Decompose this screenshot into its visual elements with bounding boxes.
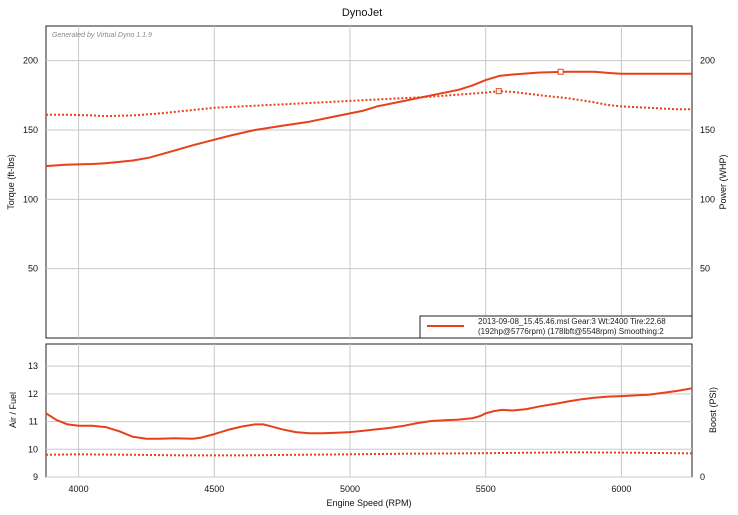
x-tick-label: 5000	[340, 484, 360, 494]
top-panel-series	[45, 68, 692, 168]
top-y-tick-label: 150	[23, 125, 38, 135]
power-axis-title: Power (WHP)	[718, 154, 728, 209]
bottom-panel	[45, 343, 693, 478]
bottom-y-tick-label: 9	[33, 472, 38, 482]
legend: 2013-09-08_15.45.46.msl Gear:3 Wt:2400 T…	[419, 315, 693, 339]
top-series-dotted-line	[46, 90, 692, 118]
bottom-panel-ticks: 9 10 11 12 13 0	[28, 361, 705, 482]
top-panel	[45, 25, 693, 339]
x-tick-label: 4500	[204, 484, 224, 494]
bottom-series-solid-line	[45, 387, 693, 440]
top-y-tick-label: 200	[23, 56, 38, 66]
top-peak-marker	[495, 88, 502, 95]
legend-box	[419, 315, 693, 339]
x-axis-ticks: 4000 4500 5000 5500 6000	[69, 484, 632, 494]
afr-axis-title: Air / Fuel	[8, 392, 18, 428]
x-tick-label: 6000	[611, 484, 631, 494]
legend-line-2: (192hp@5776rpm) (178lbft@5548rpm) Smooth…	[478, 327, 664, 336]
watermark: Generated by Virtual Dyno 1.1.9	[52, 32, 152, 39]
top-y-tick-label: 100	[23, 194, 38, 204]
x-tick-label: 5500	[476, 484, 496, 494]
x-tick-label: 4000	[69, 484, 89, 494]
bottom-y-tick-label: 12	[28, 389, 38, 399]
top-series-solid-line	[45, 70, 692, 168]
bottom-y-tick-label: 10	[28, 444, 38, 454]
top-panel-ticks: 50 100 150 200 50 100 150 200	[23, 56, 715, 274]
bottom-panel-series	[45, 387, 693, 457]
bottom-y-tick-label: 13	[28, 361, 38, 371]
top-y-right-tick-label: 150	[700, 125, 715, 135]
bottom-y-right-tick-label: 0	[700, 472, 705, 482]
bottom-y-tick-label: 11	[29, 417, 38, 427]
torque-axis-title: Torque (ft-lbs)	[6, 154, 16, 210]
top-y-right-tick-label: 200	[700, 56, 715, 66]
top-peak-marker	[557, 68, 564, 75]
chart-title: DynoJet	[342, 7, 382, 19]
x-axis-title: Engine Speed (RPM)	[326, 498, 411, 508]
top-panel-grid	[46, 26, 692, 338]
top-y-tick-label: 50	[28, 264, 38, 274]
top-y-right-tick-label: 100	[700, 194, 715, 204]
legend-line-1: 2013-09-08_15.45.46.msl Gear:3 Wt:2400 T…	[478, 317, 666, 326]
boost-axis-title: Boost (PSI)	[708, 387, 718, 433]
top-y-right-tick-label: 50	[700, 264, 710, 274]
